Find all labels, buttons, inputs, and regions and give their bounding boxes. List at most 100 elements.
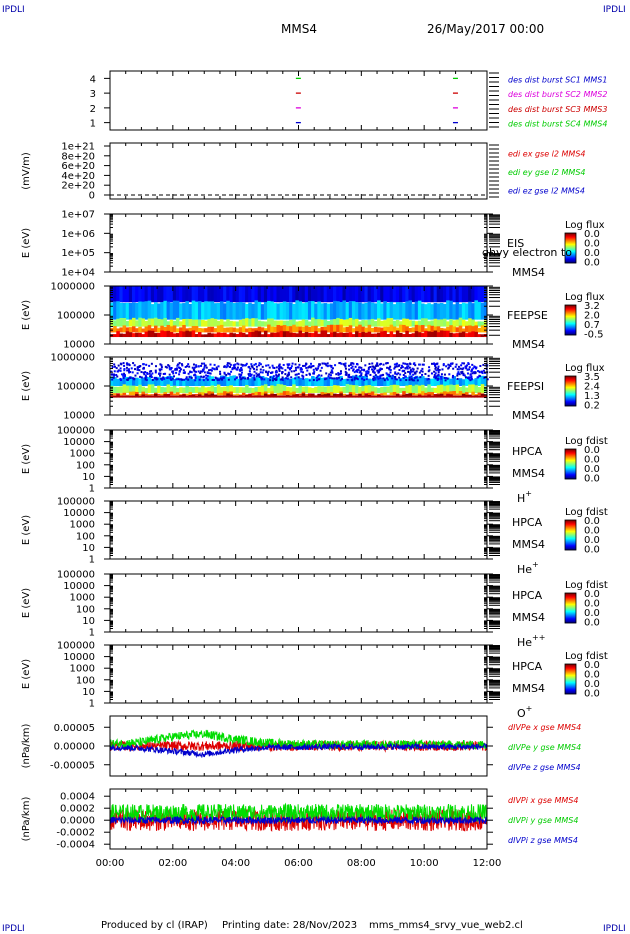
feepse-cell <box>185 286 189 303</box>
feepse-cell <box>229 320 233 327</box>
hpca-h-colorbar-cell <box>565 456 576 458</box>
feepse-cell <box>389 318 394 327</box>
feepsi-speckle <box>467 368 470 371</box>
feepsi-cell <box>163 387 167 393</box>
feepsi-speckle <box>272 377 275 380</box>
feepsi-colorbar-cell <box>565 403 576 405</box>
feepse-cell <box>235 328 240 333</box>
feepse-cell <box>474 331 478 338</box>
feepse-cell <box>270 301 274 320</box>
feepsi-speckle <box>471 363 474 366</box>
hpca-o-colorbar-cell <box>565 677 576 679</box>
feepse-cell <box>411 320 416 327</box>
burst-tick-label: 2 <box>90 104 96 115</box>
feepse-cell <box>179 327 183 333</box>
feepse-cell <box>314 331 318 338</box>
feepse-instrument-label: FEEPSE <box>507 309 548 322</box>
feepsi-speckle <box>180 363 183 366</box>
feepse-cell <box>348 325 353 333</box>
feepsi-speckle <box>169 376 172 379</box>
feepsi-speckle <box>316 375 319 378</box>
feepsi-cell <box>474 393 478 396</box>
hpca-o-colorbar-tick: 0.0 <box>584 670 600 681</box>
feepse-cell <box>421 333 425 338</box>
y-axis-label: E (eV) <box>21 228 32 258</box>
feepsi-cell <box>229 375 233 386</box>
feepsi-cell <box>314 377 318 386</box>
feepse-cell <box>386 318 391 327</box>
hpca-o-tick-label: 100 <box>76 675 95 686</box>
feepse-cell <box>169 286 174 303</box>
feepsi-speckle <box>267 370 270 373</box>
feepsi-cell <box>345 384 350 393</box>
feepse-cell <box>150 328 155 333</box>
feepse-cell <box>213 318 218 327</box>
feepsi-cell <box>298 393 303 396</box>
feepse-cell <box>182 331 186 338</box>
feepse-cell <box>182 303 186 320</box>
feepse-cell <box>480 302 485 320</box>
feepse-cell <box>333 331 337 338</box>
feepsi-speckle <box>466 364 469 367</box>
feepse-cell <box>383 330 387 338</box>
feepsi-speckle <box>255 372 258 375</box>
feepse-cell <box>424 328 428 333</box>
feepsi-cell <box>260 392 265 396</box>
feepsi-speckle <box>477 370 480 373</box>
feepsi-speckle <box>416 367 419 370</box>
feepsi-cell <box>389 375 394 386</box>
feepsi-cell <box>235 387 240 393</box>
feepsi-speckle <box>168 368 171 371</box>
feepse-cell <box>373 321 378 327</box>
feepsi-cell <box>267 378 271 386</box>
feepsi-cell <box>439 375 444 386</box>
feepsi-speckle <box>363 378 366 381</box>
feepsi-cell <box>424 392 428 396</box>
feepsi-speckle <box>286 377 289 380</box>
hpca-h-colorbar-tick: 0.0 <box>584 474 600 485</box>
feepsi-speckle <box>358 366 361 369</box>
feepsi-speckle <box>227 372 230 375</box>
feepse-cell <box>392 320 397 327</box>
feepsi-speckle <box>219 372 222 375</box>
feepsi-cell <box>292 377 296 386</box>
feepse-cell <box>480 325 485 333</box>
feepse-cell <box>477 301 482 320</box>
feepsi-speckle <box>376 364 379 367</box>
feepse-cell <box>138 332 142 338</box>
feepsi-cell <box>279 392 284 396</box>
feepsi-cell <box>408 384 412 393</box>
feepsi-speckle <box>278 366 281 369</box>
feepsi-speckle <box>351 379 354 382</box>
feepse-cell <box>267 318 271 327</box>
feepsi-cell <box>144 393 149 396</box>
feepse-cell <box>219 286 224 303</box>
hpca-hepp-colorbar-frame <box>564 592 577 624</box>
feepse-cell <box>355 286 359 303</box>
feepsi-cell <box>386 394 391 396</box>
feepsi-speckle <box>350 367 353 370</box>
feepsi-speckle <box>398 376 401 379</box>
feepsi-cell <box>439 384 444 393</box>
feepsi-speckle <box>298 363 301 366</box>
feepsi-cell <box>135 377 139 386</box>
feepse-colorbar-tick: 3.2 <box>584 301 600 312</box>
feepsi-cell <box>477 376 482 386</box>
hpca-h-colorbar-cell <box>565 474 576 476</box>
feepse-cell <box>389 331 394 338</box>
feepsi-colorbar-cell <box>565 376 576 378</box>
feepsi-cell <box>270 391 274 396</box>
feepse-cell <box>361 331 365 338</box>
eis-colorbar-cell <box>565 238 576 240</box>
feepsi-speckle <box>257 374 260 377</box>
feepse-cell <box>392 334 397 338</box>
time-axis-tick-label: 04:00 <box>221 858 250 869</box>
feepsi-speckle <box>357 368 360 371</box>
feepsi-speckle <box>288 363 291 366</box>
feepsi-cell <box>153 387 158 393</box>
feepse-cell <box>226 334 230 338</box>
feepse-cell <box>439 302 444 320</box>
feepsi-speckle <box>259 368 262 371</box>
feepsi-cell <box>257 376 262 386</box>
feepsi-cell <box>436 393 441 396</box>
